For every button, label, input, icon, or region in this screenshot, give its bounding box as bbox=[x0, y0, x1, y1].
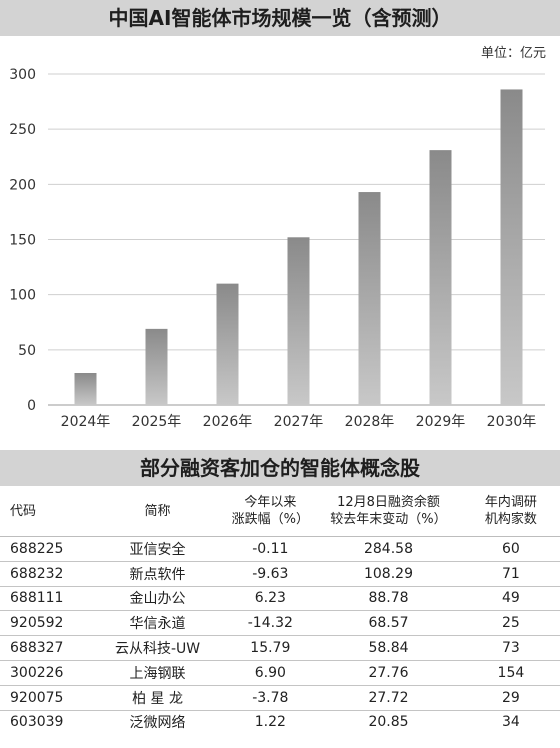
header-financing: 12月8日融资余额 较去年末变动（%） bbox=[315, 486, 462, 537]
cell-institutions: 73 bbox=[461, 635, 560, 661]
bar bbox=[145, 328, 168, 405]
cell-name: 柏 星 龙 bbox=[89, 685, 226, 711]
cell-financing: 68.57 bbox=[315, 610, 462, 637]
table-row: 688225 亚信安全 -0.11 284.58 60 bbox=[0, 536, 560, 562]
table-row: 688232 新点软件 -9.63 108.29 71 bbox=[0, 561, 560, 587]
y-tick-label: 200 bbox=[9, 177, 36, 193]
table-row: 920592 华信永道 -14.32 68.57 25 bbox=[0, 610, 560, 637]
cell-change: -3.78 bbox=[225, 685, 316, 711]
cell-institutions: 154 bbox=[461, 660, 560, 686]
cell-code: 300226 bbox=[0, 660, 90, 686]
table-row: 603039 泛微网络 1.22 20.85 34 bbox=[0, 710, 560, 734]
bar bbox=[429, 150, 452, 405]
x-tick-label: 2029年 bbox=[416, 414, 466, 430]
cell-name: 泛微网络 bbox=[129, 715, 186, 732]
x-tick-label: 2028年 bbox=[345, 414, 395, 430]
x-tick-label: 2026年 bbox=[203, 414, 253, 430]
bar bbox=[216, 283, 239, 405]
cell-change: -0.11 bbox=[225, 536, 316, 562]
y-tick-label: 100 bbox=[9, 288, 36, 304]
table-row: 300226 上海钢联 6.90 27.76 154 bbox=[0, 660, 560, 686]
cell-code: 920592 bbox=[0, 610, 90, 637]
cell-code: 688111 bbox=[0, 586, 90, 612]
cell-change: 6.90 bbox=[225, 660, 316, 686]
cell-financing: 108.29 bbox=[315, 561, 462, 587]
header-code: 代码 bbox=[0, 486, 90, 537]
x-tick-label: 2030年 bbox=[487, 414, 537, 430]
cell-name: 上海钢联 bbox=[89, 660, 226, 686]
bars bbox=[74, 89, 523, 406]
cell-name: 亚信安全 bbox=[89, 536, 226, 562]
cell-change: 6.23 bbox=[225, 586, 316, 612]
y-tick-label: 50 bbox=[18, 343, 36, 359]
x-axis-ticks: 2024年 2025年 2026年 2027年 2028年 2029年 2030年 bbox=[61, 414, 537, 430]
cell-financing: 27.72 bbox=[315, 685, 462, 711]
cell-institutions: 60 bbox=[461, 536, 560, 562]
unit-label: 单位：亿元 bbox=[480, 46, 546, 61]
x-tick-label: 2027年 bbox=[274, 414, 324, 430]
bar bbox=[358, 192, 381, 405]
chart-title: 中国AI智能体市场规模一览（含预测） bbox=[0, 0, 560, 36]
y-tick-label: 300 bbox=[9, 67, 36, 83]
cell-change: 1.22 bbox=[254, 714, 286, 731]
cell-institutions: 49 bbox=[461, 586, 560, 612]
cell-name: 新点软件 bbox=[89, 561, 226, 587]
y-axis-ticks: 0 50 100 150 200 250 300 bbox=[9, 67, 36, 414]
header-name: 简称 bbox=[89, 486, 226, 537]
cell-financing: 58.84 bbox=[315, 635, 462, 661]
cell-institutions: 34 bbox=[502, 714, 520, 731]
cell-code: 688327 bbox=[0, 635, 90, 661]
cell-change: -9.63 bbox=[225, 561, 316, 587]
cell-financing: 27.76 bbox=[315, 660, 462, 686]
bar bbox=[287, 237, 310, 405]
cell-name: 华信永道 bbox=[89, 610, 226, 637]
cell-financing: 88.78 bbox=[315, 586, 462, 612]
table-row: 688111 金山办公 6.23 88.78 49 bbox=[0, 586, 560, 612]
cell-institutions: 25 bbox=[461, 610, 560, 637]
cell-change: -14.32 bbox=[225, 610, 316, 637]
table-title: 部分融资客加仓的智能体概念股 bbox=[0, 450, 560, 486]
cell-code: 688232 bbox=[0, 561, 90, 587]
cell-name: 金山办公 bbox=[89, 586, 226, 612]
table-row: 920075 柏 星 龙 -3.78 27.72 29 bbox=[0, 685, 560, 711]
y-tick-label: 0 bbox=[27, 398, 36, 414]
cell-code: 603039 bbox=[10, 714, 64, 731]
cell-code: 920075 bbox=[0, 685, 90, 711]
table-header-row: 代码 简称 今年以来 涨跌幅（%） 12月8日融资余额 较去年末变动（%） 年内调研… bbox=[0, 486, 560, 537]
y-tick-label: 150 bbox=[9, 233, 36, 249]
cell-change: 15.79 bbox=[225, 635, 316, 661]
y-tick-label: 250 bbox=[9, 122, 36, 138]
header-institutions: 年内调研 机构家数 bbox=[461, 486, 560, 537]
cell-financing: 284.58 bbox=[315, 536, 462, 562]
bar bbox=[500, 89, 523, 406]
header-change: 今年以来 涨跌幅（%） bbox=[225, 486, 316, 537]
cell-financing: 20.85 bbox=[368, 714, 409, 731]
x-tick-label: 2025年 bbox=[132, 414, 182, 430]
x-tick-label: 2024年 bbox=[61, 414, 111, 430]
cell-code: 688225 bbox=[0, 536, 90, 562]
cell-institutions: 71 bbox=[461, 561, 560, 587]
table-row: 688327 云从科技-UW 15.79 58.84 73 bbox=[0, 635, 560, 661]
cell-name: 云从科技-UW bbox=[89, 635, 226, 661]
stocks-table: 代码 简称 今年以来 涨跌幅（%） 12月8日融资余额 较去年末变动（%） 年内调研… bbox=[0, 486, 560, 734]
cell-institutions: 29 bbox=[461, 685, 560, 711]
bar bbox=[74, 373, 97, 405]
